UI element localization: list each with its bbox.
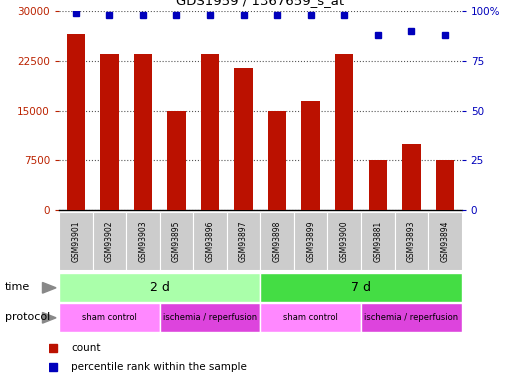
Text: GSM93898: GSM93898 (272, 220, 282, 262)
FancyBboxPatch shape (59, 273, 260, 302)
Text: count: count (71, 343, 101, 353)
Text: GSM93903: GSM93903 (139, 220, 147, 262)
Text: GSM93895: GSM93895 (172, 220, 181, 262)
Bar (436, 160, 454, 210)
Text: GSM93899: GSM93899 (306, 220, 315, 262)
FancyBboxPatch shape (361, 303, 462, 332)
FancyBboxPatch shape (260, 212, 294, 270)
FancyBboxPatch shape (428, 212, 462, 270)
Text: GSM93901: GSM93901 (71, 220, 80, 262)
FancyBboxPatch shape (160, 212, 193, 270)
FancyBboxPatch shape (260, 273, 462, 302)
FancyBboxPatch shape (59, 212, 92, 270)
Text: GSM93894: GSM93894 (441, 220, 449, 262)
Text: GSM93881: GSM93881 (373, 220, 382, 262)
FancyBboxPatch shape (160, 303, 260, 332)
Bar (335, 54, 353, 210)
FancyBboxPatch shape (394, 212, 428, 270)
Bar (268, 111, 286, 210)
Bar (100, 54, 119, 210)
Bar (368, 160, 387, 210)
FancyBboxPatch shape (92, 212, 126, 270)
FancyBboxPatch shape (126, 212, 160, 270)
FancyBboxPatch shape (361, 212, 394, 270)
Text: time: time (5, 282, 30, 292)
FancyBboxPatch shape (193, 212, 227, 270)
Text: GSM93902: GSM93902 (105, 220, 114, 262)
Bar (67, 34, 85, 210)
FancyBboxPatch shape (260, 303, 361, 332)
Text: ischemia / reperfusion: ischemia / reperfusion (364, 313, 459, 322)
Polygon shape (43, 282, 56, 293)
Bar (167, 111, 186, 210)
Text: GSM93897: GSM93897 (239, 220, 248, 262)
Bar (234, 68, 253, 210)
Text: 2 d: 2 d (150, 281, 170, 294)
Text: sham control: sham control (283, 313, 338, 322)
Bar (134, 54, 152, 210)
Text: protocol: protocol (5, 312, 50, 322)
Bar (302, 101, 320, 210)
Text: GSM93893: GSM93893 (407, 220, 416, 262)
Text: ischemia / reperfusion: ischemia / reperfusion (163, 313, 257, 322)
Title: GDS1959 / 1367659_s_at: GDS1959 / 1367659_s_at (176, 0, 344, 7)
Text: percentile rank within the sample: percentile rank within the sample (71, 362, 247, 372)
Text: GSM93900: GSM93900 (340, 220, 349, 262)
FancyBboxPatch shape (327, 212, 361, 270)
Bar (201, 54, 219, 210)
FancyBboxPatch shape (227, 212, 260, 270)
Text: sham control: sham control (82, 313, 137, 322)
FancyBboxPatch shape (59, 303, 160, 332)
Bar (402, 144, 421, 210)
Text: GSM93896: GSM93896 (206, 220, 214, 262)
Text: 7 d: 7 d (351, 281, 371, 294)
Polygon shape (43, 312, 56, 323)
FancyBboxPatch shape (294, 212, 327, 270)
